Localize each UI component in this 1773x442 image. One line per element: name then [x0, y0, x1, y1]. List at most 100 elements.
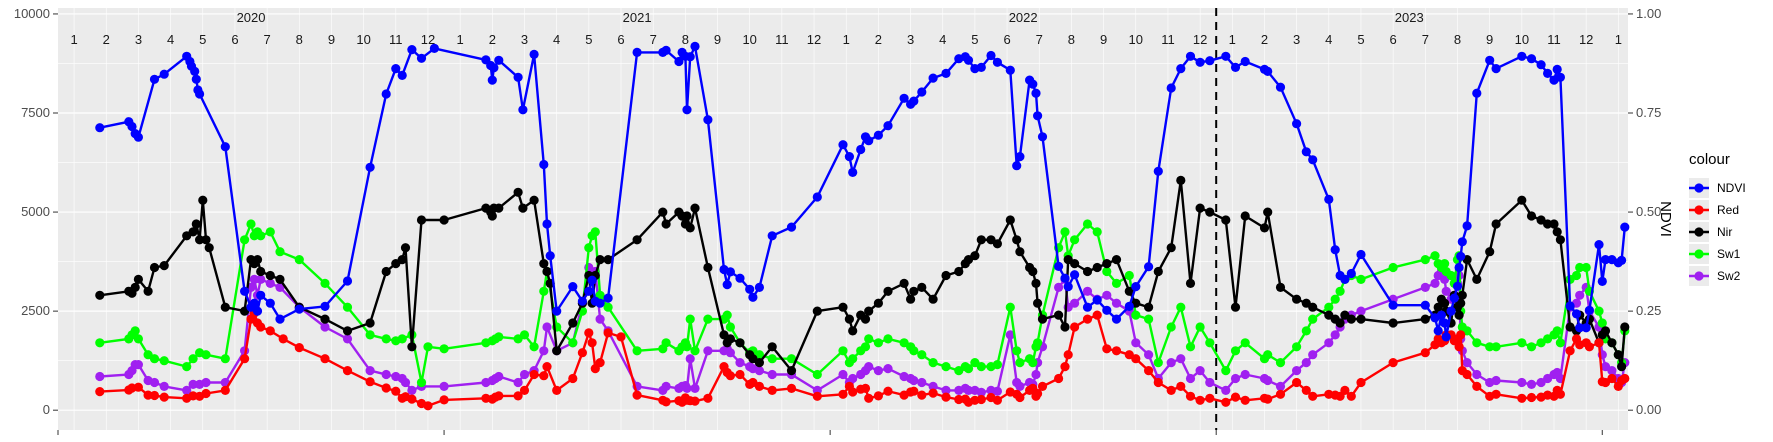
point-ndvi [1552, 64, 1562, 74]
point-red [265, 326, 275, 336]
point-sw1 [1102, 266, 1112, 277]
point-sw2 [1082, 286, 1093, 296]
point-nir [1221, 215, 1231, 225]
point-red [1594, 338, 1604, 348]
point-red [1070, 322, 1080, 332]
point-sw2 [1263, 375, 1273, 386]
y-tick-label: 5000 [21, 204, 50, 219]
point-ndvi [786, 222, 797, 232]
point-ndvi [256, 290, 266, 300]
point-ndvi [416, 53, 427, 63]
point-sw1 [320, 278, 330, 288]
month-label: 11 [1161, 32, 1175, 47]
point-nir [1111, 255, 1122, 265]
point-sw1 [1221, 366, 1231, 376]
point-ndvi [1436, 310, 1446, 320]
point-sw2 [1230, 373, 1241, 384]
point-nir [873, 298, 884, 308]
month-label: 9 [1100, 32, 1107, 47]
point-sw2 [1607, 366, 1617, 376]
point-nir [690, 203, 700, 213]
point-ndvi [1462, 221, 1472, 231]
point-sw1 [590, 227, 600, 237]
point-red [294, 343, 304, 353]
point-sw1 [838, 346, 848, 356]
series-red [95, 308, 1630, 411]
point-red [909, 386, 919, 396]
month-label: 4 [1325, 32, 1332, 47]
point-sw2 [909, 375, 919, 386]
month-label: 1 [1615, 32, 1622, 47]
point-sw1 [1092, 227, 1102, 237]
point-sw2 [249, 274, 259, 284]
point-sw1 [685, 314, 695, 324]
point-nir [1543, 219, 1553, 229]
point-ndvi [1452, 281, 1463, 291]
legend-label-red: Red [1717, 203, 1739, 217]
point-nir [1555, 235, 1565, 245]
y2-tick-label: 0.25 [1636, 303, 1661, 318]
point-ndvi [584, 286, 594, 296]
legend-key-point [1694, 205, 1704, 215]
point-sw1 [1124, 270, 1134, 281]
point-nir [909, 286, 919, 296]
point-red [1063, 350, 1073, 360]
point-ndvi [407, 45, 417, 55]
point-ndvi [748, 292, 758, 302]
point-ndvi [883, 121, 893, 131]
point-nir [970, 251, 980, 261]
legend-title: colour [1689, 151, 1730, 168]
point-red [1517, 393, 1527, 403]
point-sw2 [1301, 358, 1311, 368]
month-label: 1 [843, 32, 850, 47]
point-sw2 [275, 282, 285, 292]
point-nir [1308, 302, 1318, 312]
month-label: 8 [1454, 32, 1461, 47]
point-red [661, 397, 671, 407]
point-sw2 [365, 366, 375, 376]
legend-key-point [1694, 249, 1704, 259]
point-ndvi [992, 57, 1003, 67]
point-red [529, 369, 539, 380]
point-nir [1031, 278, 1041, 288]
point-red [240, 354, 250, 364]
point-sw2 [941, 385, 951, 395]
point-red [1491, 389, 1501, 399]
point-ndvi [397, 70, 407, 80]
point-nir [1549, 219, 1559, 229]
point-sw1 [1015, 358, 1025, 368]
point-ndvi [1388, 300, 1398, 310]
point-nir [256, 266, 266, 277]
point-red [1144, 366, 1154, 376]
point-sw2 [725, 348, 736, 358]
point-nir [539, 259, 549, 269]
point-ndvi [1454, 262, 1464, 273]
point-sw2 [439, 381, 449, 391]
axis-layer: 0 2500 5000 7500 10000 0.00 0.25 0.50 0.75 1.00 [14, 6, 1661, 435]
point-nir [265, 270, 275, 281]
point-red [439, 395, 449, 405]
point-nir [906, 294, 916, 304]
point-sw2 [767, 369, 777, 380]
point-nir [1620, 322, 1630, 332]
year-label: 2021 [623, 10, 652, 25]
point-red [725, 371, 736, 381]
point-nir [159, 261, 169, 271]
point-nir [1617, 362, 1627, 372]
point-nir [1440, 298, 1450, 308]
point-sw1 [568, 338, 578, 348]
point-ndvi [545, 251, 555, 261]
point-nir [992, 239, 1003, 249]
point-red [1176, 381, 1186, 391]
point-ndvi [674, 56, 684, 67]
point-red [513, 391, 523, 401]
y-tick-label: 0 [43, 402, 50, 417]
point-ndvi [1092, 295, 1102, 305]
point-sw2 [133, 360, 143, 370]
point-sw2 [1131, 338, 1141, 348]
point-ndvi [1594, 240, 1604, 250]
point-sw2 [494, 371, 504, 382]
point-ndvi [568, 282, 578, 292]
point-sw1 [1356, 274, 1366, 284]
point-nir [812, 306, 822, 316]
